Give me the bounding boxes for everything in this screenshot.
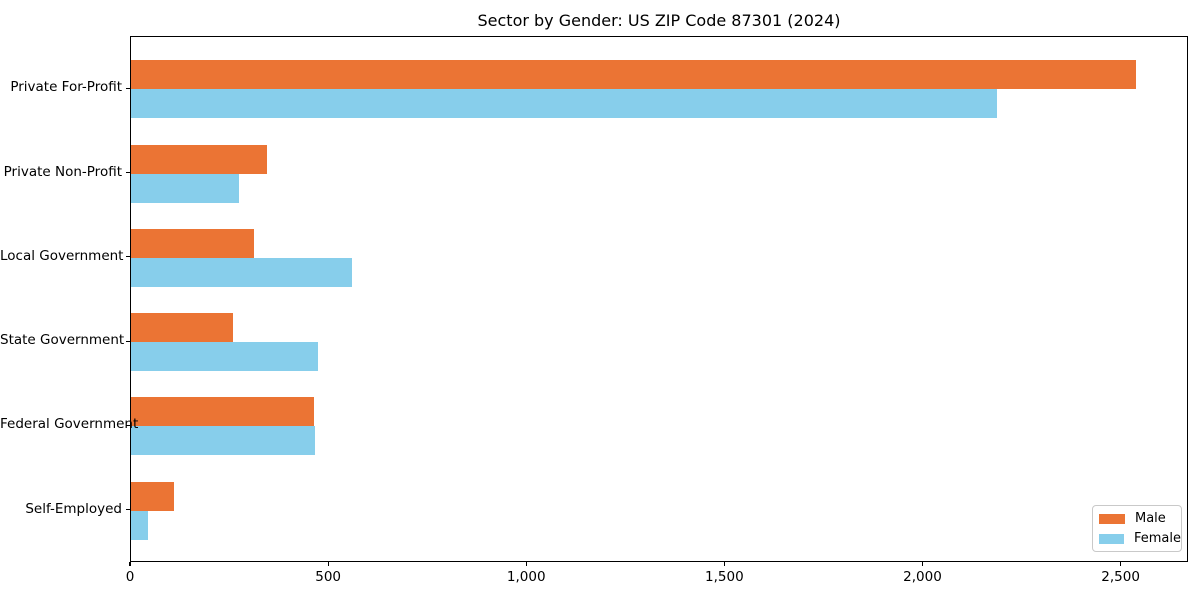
bar-female [131,342,318,372]
x-tick-label: 0 [125,569,135,585]
y-tick-label: Self-Employed [25,500,122,517]
legend-item-male: Male [1099,511,1181,526]
y-tick-label: Local Government [0,247,124,264]
plot-area [130,36,1188,562]
bar-male [131,397,314,427]
bar-male [131,144,268,174]
x-tick-label: 500 [315,569,342,585]
bar-female [131,173,239,203]
y-tick-label: Federal Government [0,416,139,433]
legend-item-female: Female [1099,531,1181,546]
x-tick-mark [723,562,725,566]
y-tick-mark [126,87,130,89]
bar-female [131,510,148,540]
legend-label-female: Female [1133,531,1181,546]
y-tick-mark [126,509,130,511]
x-tick-mark [129,562,131,566]
x-tick-label: 2,500 [1101,569,1140,585]
x-tick-mark [327,562,329,566]
x-tick-label: 2,000 [903,569,942,585]
bar-male [131,481,174,511]
x-tick-mark [1120,562,1122,566]
legend-swatch-male-icon [1099,513,1125,524]
y-tick-label: Private For-Profit [10,79,122,96]
y-tick-mark [126,424,130,427]
x-tick-mark [525,562,527,566]
y-tick-mark [126,171,130,174]
bar-male [131,60,1136,90]
bar-male [131,313,233,343]
bar-female [131,89,998,119]
x-tick-mark [921,562,924,566]
y-tick-label: State Government [0,332,125,349]
x-tick-label: 1,000 [506,569,546,585]
legend-label-male: Male [1135,511,1166,526]
bar-male [131,228,254,258]
y-tick-label: Private Non-Profit [3,163,122,180]
y-tick-mark [126,256,130,258]
bar-female [131,257,352,287]
chart-title: Sector by Gender: US ZIP Code 87301 (202… [477,11,841,30]
bar-female [131,426,315,456]
legend-swatch-female-icon [1099,533,1124,544]
y-tick-mark [126,340,130,342]
legend: Male Female [1092,505,1182,552]
x-tick-label: 1,500 [705,569,744,585]
